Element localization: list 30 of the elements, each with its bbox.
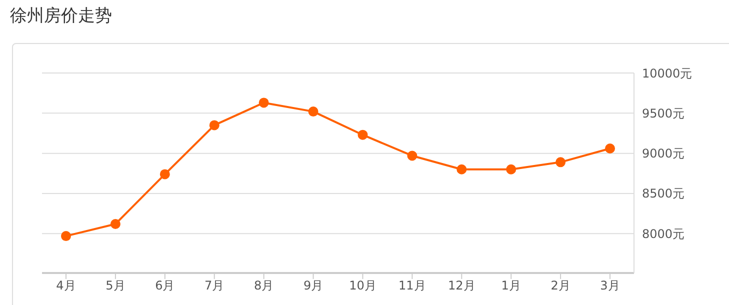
x-tick-label: 12月 — [448, 278, 476, 293]
point — [258, 98, 269, 108]
y-tick-label: 10000元 — [642, 66, 692, 80]
y-tick-label: 9000元 — [642, 146, 685, 161]
x-tick-label: 5月 — [106, 278, 126, 293]
x-tick-label: 11月 — [398, 278, 426, 293]
x-tick-label: 2月 — [550, 278, 570, 293]
x-tick-label: 8月 — [254, 278, 274, 293]
x-tick-label: 9月 — [303, 278, 324, 293]
point — [308, 106, 318, 117]
point — [506, 164, 516, 174]
x-tick-label: 10月 — [349, 278, 376, 293]
point — [160, 169, 170, 180]
point — [209, 120, 220, 130]
point — [456, 164, 467, 174]
chart-title: 徐州房价走势 — [10, 5, 112, 27]
y-tick-label: 8000元 — [642, 226, 685, 241]
point — [61, 231, 71, 242]
x-tick-label: 6月 — [155, 278, 175, 293]
point — [407, 150, 418, 161]
y-tick-label: 9500元 — [642, 106, 685, 120]
y-tick-label: 8500元 — [642, 186, 685, 201]
x-tick-label: 1月 — [501, 278, 521, 293]
point — [605, 144, 615, 154]
x-tick-label: 3月 — [600, 278, 620, 293]
point — [556, 157, 566, 168]
point — [358, 130, 368, 140]
point — [110, 219, 120, 230]
x-tick-label: 7月 — [204, 278, 224, 293]
x-tick-label: 4月 — [56, 278, 76, 293]
